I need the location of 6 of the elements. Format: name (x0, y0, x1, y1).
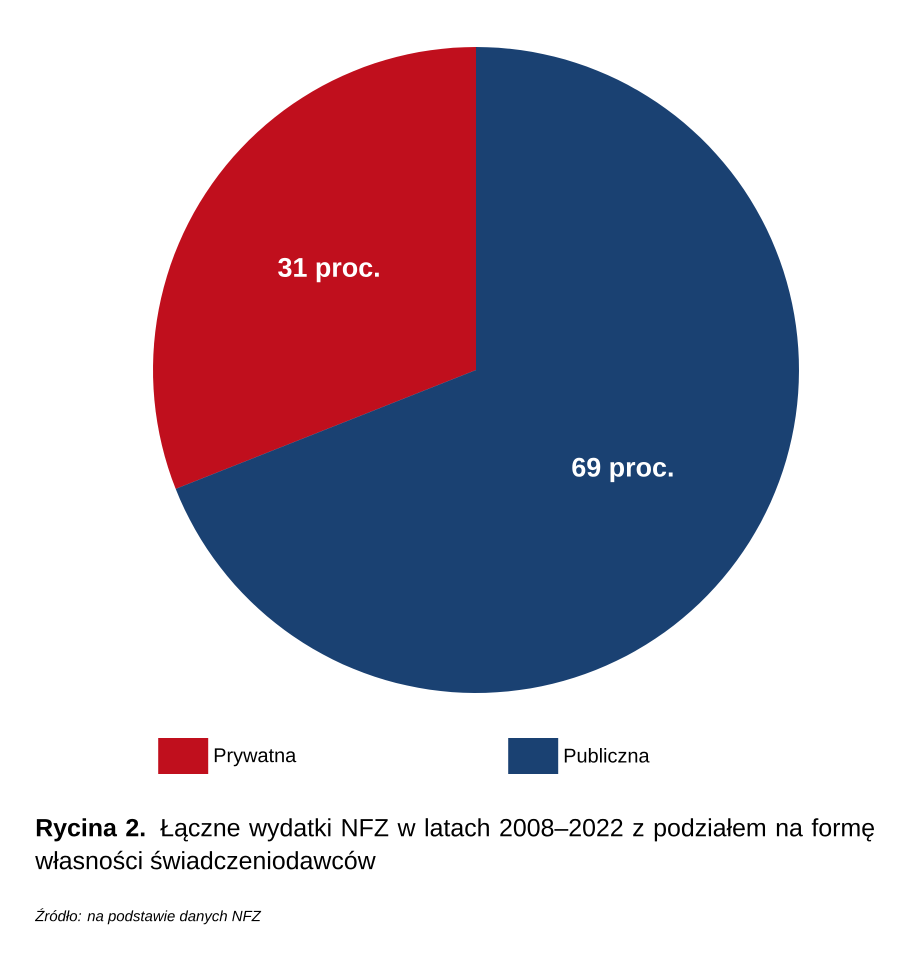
text: Rycina 2. Łączne wydatki NFZ w latach 2008–2022 z podziałem na formę własności świadczeniodawców (35, 818, 874, 870)
data-label: 31 proc. (278, 258, 379, 282)
legend-label: Publiczna (564, 748, 650, 763)
data-label: 69 proc. (572, 458, 673, 482)
legend-label: Prywatna (214, 748, 296, 766)
text: Źródło: na podstawie danych NFZ (34, 908, 262, 924)
